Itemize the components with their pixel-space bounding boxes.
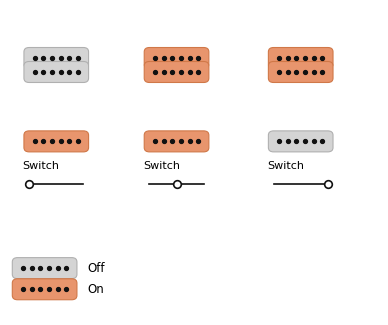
FancyBboxPatch shape — [24, 131, 88, 152]
FancyBboxPatch shape — [268, 47, 333, 69]
Text: Switch: Switch — [23, 162, 59, 171]
FancyBboxPatch shape — [144, 47, 209, 69]
Text: Off: Off — [87, 262, 105, 275]
Text: Switch: Switch — [267, 162, 304, 171]
FancyBboxPatch shape — [24, 61, 88, 83]
FancyBboxPatch shape — [144, 131, 209, 152]
FancyBboxPatch shape — [144, 61, 209, 83]
FancyBboxPatch shape — [268, 131, 333, 152]
Text: Switch: Switch — [143, 162, 180, 171]
FancyBboxPatch shape — [24, 47, 88, 69]
Text: On: On — [87, 283, 104, 296]
FancyBboxPatch shape — [12, 279, 77, 300]
FancyBboxPatch shape — [12, 258, 77, 279]
FancyBboxPatch shape — [268, 61, 333, 83]
